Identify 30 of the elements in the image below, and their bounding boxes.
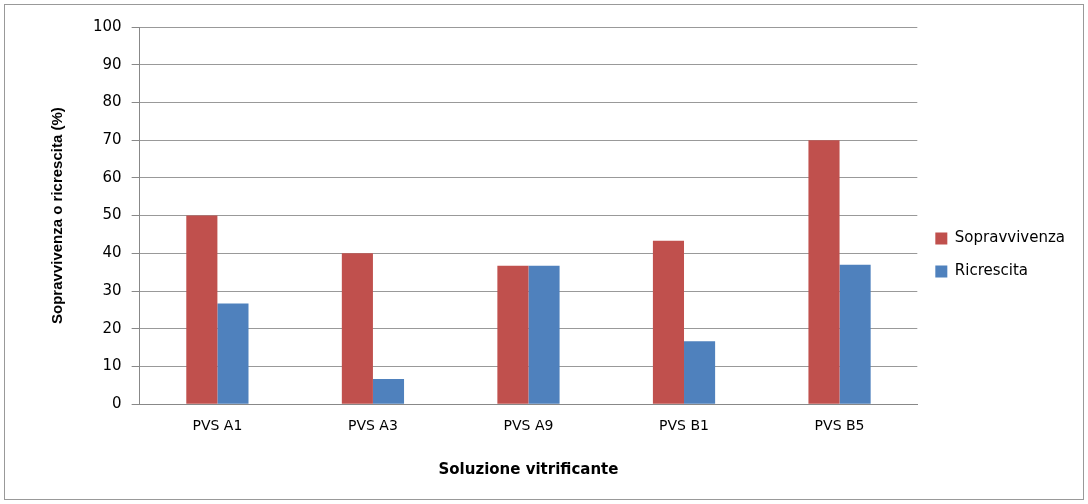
x-tick-label: PVS A1 — [192, 417, 243, 434]
y-tick-label: 20 — [102, 318, 122, 337]
y-tick-label: 70 — [102, 130, 122, 149]
bar — [528, 265, 560, 404]
bar — [839, 264, 871, 404]
legend-label: Sopravvivenza — [954, 228, 1066, 247]
bar — [684, 341, 716, 404]
bar — [186, 215, 218, 404]
bar — [652, 240, 685, 404]
y-tick-label: 90 — [102, 54, 122, 73]
legend-label: Ricrescita — [954, 261, 1029, 280]
y-tick-label: 30 — [102, 280, 122, 299]
bar — [217, 303, 249, 404]
x-tick-label: PVS A9 — [503, 417, 554, 434]
bar — [808, 140, 840, 404]
y-tick-label: 60 — [102, 167, 122, 186]
bar — [372, 378, 405, 404]
bar — [497, 265, 529, 404]
y-tick-label: 80 — [102, 92, 122, 111]
x-tick-label: PVS B5 — [814, 417, 865, 434]
y-tick-label: 100 — [92, 16, 122, 35]
y-tick-label: 0 — [112, 394, 122, 413]
y-axis-title: Sopravvivenza o ricrescita (%) — [48, 107, 66, 324]
x-tick-label: PVS A3 — [348, 417, 398, 434]
x-tick-label: PVS B1 — [659, 417, 709, 434]
bar — [341, 253, 373, 404]
x-axis-title: Soluzione vitrificante — [438, 459, 619, 478]
y-tick-label: 10 — [102, 356, 122, 375]
y-tick-label: 50 — [102, 205, 122, 224]
y-tick-label: 40 — [102, 243, 122, 262]
